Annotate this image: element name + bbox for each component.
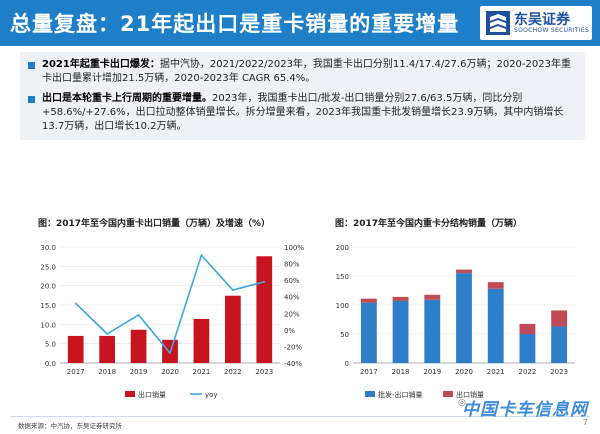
bar-export-2018 xyxy=(99,335,115,363)
y-tick-label: 200 xyxy=(336,244,349,252)
bar-domestic-2018 xyxy=(392,300,409,363)
x-tick-label: 2018 xyxy=(392,368,410,376)
y-left-tick-label: 20.0 xyxy=(40,283,56,291)
bar-domestic-2017 xyxy=(360,302,377,363)
yoy-point-2023 xyxy=(263,281,266,283)
legend-label-domestic: 批发-出口销量 xyxy=(378,390,423,399)
bullet-1-heading: 2021年起重卡出口爆发： xyxy=(42,59,160,70)
y-left-tick-label: 5.0 xyxy=(45,341,56,349)
yoy-point-2018 xyxy=(106,333,108,335)
bullet-export-boom: 2021年起重卡出口爆发：据中汽协，2021/2022/2023年，我国重卡出口… xyxy=(28,58,577,86)
yoy-point-2022 xyxy=(232,289,234,291)
bar-export-2022 xyxy=(519,323,536,334)
footer-divider xyxy=(10,416,590,417)
bar-export-2019 xyxy=(424,294,441,300)
slide-header: 总量复盘：21年起出口是重卡销量的重要增量 东吴证券 SOOCHOW SECUR… xyxy=(0,0,600,46)
y-right-tick-label: 20% xyxy=(284,310,300,318)
x-tick-label: 2017 xyxy=(360,368,378,376)
left-chart-title: 图：2017年至今国内重卡出口销量（万辆）及增速（%） xyxy=(38,219,271,229)
y-right-tick-label: 0% xyxy=(284,327,295,335)
y-tick-label: 0 xyxy=(345,360,349,368)
bar-domestic-2020 xyxy=(456,273,472,363)
y-left-tick-label: 30.0 xyxy=(40,244,56,252)
logo-mark-icon xyxy=(486,11,510,35)
logo-text-cn: 东吴证券 xyxy=(514,12,570,28)
bar-domestic-2022 xyxy=(519,334,536,363)
bar-export-2019 xyxy=(130,329,147,363)
x-tick-label: 2022 xyxy=(224,368,242,376)
legend-label-export: 出口销量 xyxy=(456,390,484,399)
x-tick-label: 2021 xyxy=(487,368,505,376)
logo-text-en: SOOCHOW SECURITIES xyxy=(514,27,590,34)
data-source: 数据来源：中汽协，东吴证券研究所 xyxy=(18,422,122,430)
x-tick-label: 2018 xyxy=(98,368,116,376)
y-right-tick-label: 100% xyxy=(284,244,304,252)
summary-bullets: 2021年起重卡出口爆发：据中汽协，2021/2022/2023年，我国重卡出口… xyxy=(20,52,585,140)
bar-export-2017 xyxy=(67,335,84,363)
bar-domestic-2023 xyxy=(551,326,568,363)
x-tick-label: 2023 xyxy=(255,368,273,376)
brand-logo: 东吴证券 SOOCHOW SECURITIES xyxy=(480,6,592,40)
wechat-icon: ◎ xyxy=(458,398,466,408)
bar-export-2023 xyxy=(551,310,568,327)
y-right-tick-label: -20% xyxy=(284,343,302,351)
y-left-tick-label: 15.0 xyxy=(40,302,56,310)
bar-export-2020 xyxy=(456,269,472,274)
bar-export-2021 xyxy=(193,318,210,363)
y-left-tick-label: 25.0 xyxy=(40,263,56,271)
x-tick-label: 2023 xyxy=(550,368,568,376)
export-sales-chart: 0.0 5.0 10.0 15.0 20.0 25.0 30.0 -40% -20% 0% 20% 4… xyxy=(40,244,304,399)
bullet-2-text: 2023年，我国重卡出口/批发-出口销量分别27.6/63.5万辆，同比分别+5… xyxy=(42,93,564,132)
watermark: 中国卡车信息网 xyxy=(462,400,588,420)
bar-domestic-2021 xyxy=(487,288,504,363)
structure-sales-chart: 0 50 100 150 200 2017 2018 2019 2020 2021 2022 2023… xyxy=(336,244,575,399)
bar-export-2023 xyxy=(256,256,273,363)
x-tick-label: 2019 xyxy=(423,368,441,376)
x-tick-label: 2017 xyxy=(67,368,85,376)
y-right-tick-label: 60% xyxy=(284,277,300,285)
x-tick-label: 2019 xyxy=(130,368,148,376)
legend-swatch-export xyxy=(125,391,135,397)
legend-swatch-export xyxy=(443,391,453,397)
page-number: 7 xyxy=(582,418,588,427)
bar-domestic-2019 xyxy=(424,299,441,363)
right-chart-title: 图：2017年至今国内重卡分结构销量（万辆） xyxy=(335,219,523,229)
x-tick-label: 2020 xyxy=(455,368,473,376)
y-right-tick-label: -40% xyxy=(284,360,302,368)
bullet-export-increment: 出口是本轮重卡上行周期的重要增量。2023年，我国重卡出口/批发-出口销量分别2… xyxy=(28,92,577,134)
slide-title: 总量复盘：21年起出口是重卡销量的重要增量 xyxy=(10,12,460,36)
y-tick-label: 50 xyxy=(340,331,349,339)
bar-export-2018 xyxy=(392,296,409,301)
legend-label-yoy: yoy xyxy=(205,391,218,399)
yoy-point-2021 xyxy=(200,254,203,257)
bullet-1-text: 据中汽协，2021/2022/2023年，我国重卡出口分别11.4/17.4/2… xyxy=(42,59,571,84)
x-tick-label: 2021 xyxy=(193,368,211,376)
bar-export-2017 xyxy=(360,298,377,303)
y-right-tick-label: 80% xyxy=(284,261,300,269)
y-tick-label: 150 xyxy=(336,273,349,281)
y-left-tick-label: 0.0 xyxy=(45,360,56,368)
legend-swatch-domestic xyxy=(365,391,375,397)
yoy-point-2017 xyxy=(74,302,77,305)
bar-export-2021 xyxy=(487,282,504,289)
legend-label-export: 出口销量 xyxy=(138,390,166,399)
y-left-tick-label: 10.0 xyxy=(40,321,56,329)
yoy-point-2019 xyxy=(137,314,140,316)
y-tick-label: 100 xyxy=(336,302,349,310)
x-tick-label: 2022 xyxy=(519,368,537,376)
y-right-tick-label: 40% xyxy=(284,294,300,302)
x-tick-label: 2020 xyxy=(161,368,179,376)
bar-export-2022 xyxy=(225,295,241,363)
yoy-point-2020 xyxy=(169,352,171,354)
bullet-2-heading: 出口是本轮重卡上行周期的重要增量。 xyxy=(42,93,212,104)
